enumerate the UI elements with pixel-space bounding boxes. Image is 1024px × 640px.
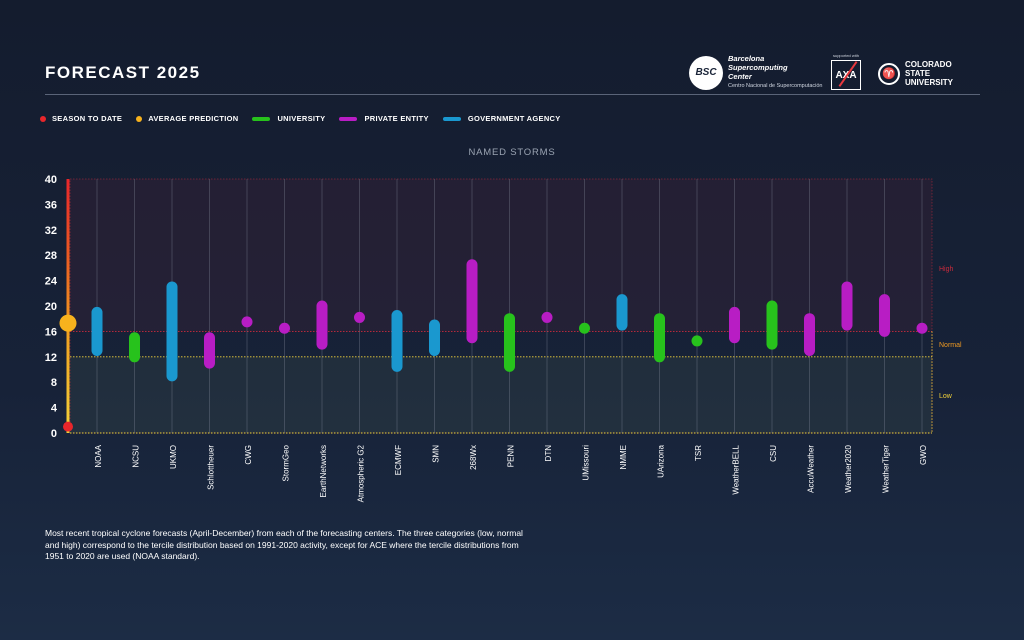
- x-tick-label: Atmospheric G2: [357, 444, 366, 502]
- y-tick-label: 20: [45, 301, 57, 313]
- y-tick-label: 12: [45, 352, 57, 364]
- y-tick-label: 40: [45, 174, 57, 186]
- forecast-bar: [729, 306, 740, 344]
- x-tick-label: NOAA: [94, 444, 103, 467]
- x-tick-label: CSU: [769, 445, 778, 462]
- bsc-badge: BSC: [689, 55, 723, 90]
- legend-label-average: AVERAGE PREDICTION: [148, 114, 239, 123]
- government-bar-icon: [442, 116, 461, 121]
- x-tick-label: SMN: [432, 445, 441, 463]
- private-bar-icon: [339, 116, 358, 121]
- forecast-bar: [129, 332, 140, 363]
- header-divider: [45, 94, 980, 95]
- forecast-point: [241, 316, 253, 328]
- bsc-subtitle: Centro Nacional de Supercomputación: [728, 83, 823, 89]
- y-tick-label: 4: [51, 403, 58, 415]
- forecast-point: [279, 322, 290, 334]
- y-tick-label: 24: [45, 276, 58, 288]
- forecast-bar: [316, 300, 328, 350]
- x-tick-label: NCSU: [132, 445, 141, 468]
- x-tick-label: ECMWF: [394, 445, 403, 475]
- x-tick-label: WeatherTiger: [882, 445, 891, 493]
- average-prediction-marker: [59, 314, 77, 332]
- x-tick-label: UArizona: [657, 444, 666, 477]
- x-tick-label: UKMO: [169, 445, 178, 469]
- bsc-name: Barcelona Supercomputing Center: [728, 54, 788, 81]
- forecast-point: [916, 322, 928, 334]
- season-dot-icon: [40, 115, 46, 122]
- bsc-logo: BSC Barcelona Supercomputing Center Cent…: [689, 54, 822, 91]
- x-tick-label: NMME: [619, 445, 628, 469]
- y-tick-label: 0: [51, 428, 57, 440]
- forecast-point: [541, 311, 553, 323]
- x-tick-label: EarthNetworks: [319, 445, 328, 497]
- forecast-bar: [879, 294, 890, 337]
- x-tick-label: UMissouri: [582, 445, 591, 481]
- axa-logo: supported with AXA: [831, 53, 861, 90]
- forecast-bar: [166, 281, 178, 382]
- legend-label-private: PRIVATE ENTITY: [364, 114, 429, 123]
- forecast-point: [691, 335, 703, 347]
- y-tick-label: 8: [51, 377, 57, 389]
- y-tick-label: 16: [45, 326, 57, 338]
- legend-item-private: PRIVATE ENTITY: [339, 114, 429, 123]
- ram-icon: ♈: [878, 62, 900, 85]
- x-tick-label: WeatherBELL: [732, 444, 741, 494]
- forecast-bar: [391, 310, 403, 372]
- forecast-bar: [204, 332, 215, 369]
- forecast-bar: [766, 300, 778, 350]
- forecast-bar: [654, 313, 665, 363]
- x-tick-label: GWO: [919, 445, 928, 465]
- zone-label-low: Low: [939, 393, 953, 400]
- x-tick-label: StormGeo: [282, 444, 291, 481]
- forecast-bar: [429, 319, 440, 356]
- y-tick-label: 36: [45, 199, 57, 211]
- chart-legend: SEASON TO DATE AVERAGE PREDICTION UNIVER…: [40, 114, 575, 123]
- average-dot-icon: [136, 115, 143, 122]
- y-tick-label: 32: [45, 225, 57, 237]
- csu-logo: ♈ COLORADO STATE UNIVERSITY: [878, 60, 975, 87]
- low-zone: [70, 356, 932, 433]
- x-tick-label: PENN: [507, 445, 516, 467]
- legend-item-average: AVERAGE PREDICTION: [136, 114, 238, 123]
- chart-title: NAMED STORMS: [468, 147, 555, 158]
- zone-label-normal: Normal: [939, 342, 962, 349]
- forecast-bar: [616, 294, 628, 331]
- chart-caption: Most recent tropical cyclone forecasts (…: [45, 528, 523, 561]
- season-to-date-marker: [63, 421, 73, 432]
- forecast-point: [354, 311, 365, 323]
- legend-label-university: UNIVERSITY: [277, 114, 326, 123]
- x-tick-label: Weather2020: [844, 444, 853, 492]
- csu-name: COLORADO STATE UNIVERSITY: [905, 60, 954, 87]
- x-tick-label: CWG: [244, 445, 253, 465]
- legend-label-season: SEASON TO DATE: [52, 114, 123, 123]
- university-bar-icon: [252, 116, 271, 121]
- forecast-point: [579, 322, 590, 334]
- forecast-bar: [841, 281, 853, 331]
- forecast-bar: [466, 259, 478, 344]
- zone-label-high: High: [939, 266, 954, 273]
- axa-supported-text: supported with: [832, 53, 859, 58]
- y-tick-label: 28: [45, 250, 57, 262]
- forecast-bar: [91, 306, 103, 356]
- x-tick-label: DTN: [544, 445, 553, 462]
- x-tick-label: TSR: [694, 445, 703, 461]
- legend-item-season: SEASON TO DATE: [40, 114, 122, 123]
- page-title: FORECAST 2025: [45, 63, 201, 82]
- x-tick-label: 268Wx: [469, 445, 478, 470]
- forecast-bar: [504, 313, 515, 372]
- legend-label-government: GOVERNMENT AGENCY: [467, 114, 561, 123]
- x-tick-label: AccuWeather: [807, 445, 816, 493]
- forecast-bar: [804, 313, 815, 356]
- legend-item-government: GOVERNMENT AGENCY: [442, 114, 561, 123]
- axa-badge: AXA: [831, 60, 861, 90]
- high-zone: [70, 179, 932, 332]
- legend-item-university: UNIVERSITY: [252, 114, 325, 123]
- x-tick-label: Schlottheuer: [207, 445, 216, 490]
- y-axis-line: [66, 179, 70, 433]
